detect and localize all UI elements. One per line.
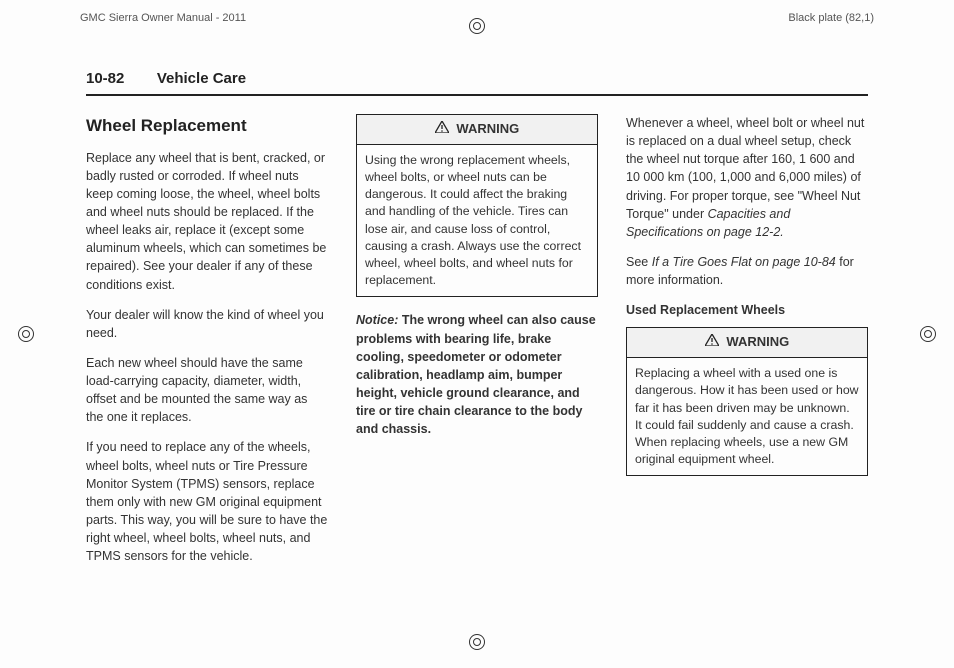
page-content: 10-82 Vehicle Care Wheel Replacement Rep… bbox=[86, 70, 868, 618]
crop-mark-bottom bbox=[457, 622, 497, 662]
warning-box-1: WARNING Using the wrong replacement whee… bbox=[356, 114, 598, 297]
col3-para2: See If a Tire Goes Flat on page 10-84 fo… bbox=[626, 253, 868, 289]
col3-para1: Whenever a wheel, wheel bolt or wheel nu… bbox=[626, 114, 868, 241]
used-wheels-heading: Used Replacement Wheels bbox=[626, 301, 868, 319]
warning-body-2: Replacing a wheel with a used one is dan… bbox=[627, 358, 867, 475]
section-name: Vehicle Care bbox=[157, 70, 246, 87]
warning-header-2: WARNING bbox=[627, 328, 867, 358]
page-number: 10-82 bbox=[86, 70, 124, 87]
notice-para: Notice: The wrong wheel can also cause p… bbox=[356, 311, 598, 438]
col1-para2: Your dealer will know the kind of wheel … bbox=[86, 306, 328, 342]
wheel-replacement-heading: Wheel Replacement bbox=[86, 114, 328, 139]
warning-label-2: WARNING bbox=[726, 334, 789, 349]
columns: Wheel Replacement Replace any wheel that… bbox=[86, 114, 868, 577]
column-2: WARNING Using the wrong replacement whee… bbox=[356, 114, 598, 577]
warning-icon bbox=[435, 120, 449, 139]
warning-box-2: WARNING Replacing a wheel with a used on… bbox=[626, 327, 868, 476]
crop-mark-top bbox=[457, 6, 497, 46]
crop-mark-right bbox=[908, 314, 948, 354]
column-1: Wheel Replacement Replace any wheel that… bbox=[86, 114, 328, 577]
notice-body: The wrong wheel can also cause problems … bbox=[356, 313, 596, 436]
col1-para1: Replace any wheel that is bent, cracked,… bbox=[86, 149, 328, 294]
warning-header-1: WARNING bbox=[357, 115, 597, 145]
crop-mark-left bbox=[6, 314, 46, 354]
col3-p2-ref: If a Tire Goes Flat on page 10-84 bbox=[652, 255, 836, 269]
manual-title: GMC Sierra Owner Manual - 2011 bbox=[80, 12, 246, 24]
warning-icon-2 bbox=[705, 333, 719, 352]
col1-para4: If you need to replace any of the wheels… bbox=[86, 438, 328, 565]
warning-label-1: WARNING bbox=[456, 121, 519, 136]
warning-body-1: Using the wrong replacement wheels, whee… bbox=[357, 145, 597, 297]
plate-info: Black plate (82,1) bbox=[788, 12, 874, 24]
notice-label: Notice: bbox=[356, 313, 398, 327]
page-header: 10-82 Vehicle Care bbox=[86, 70, 868, 96]
col1-para3: Each new wheel should have the same load… bbox=[86, 354, 328, 427]
col3-p2a: See bbox=[626, 255, 652, 269]
column-3: Whenever a wheel, wheel bolt or wheel nu… bbox=[626, 114, 868, 577]
col3-p1a: Whenever a wheel, wheel bolt or wheel nu… bbox=[626, 116, 864, 221]
